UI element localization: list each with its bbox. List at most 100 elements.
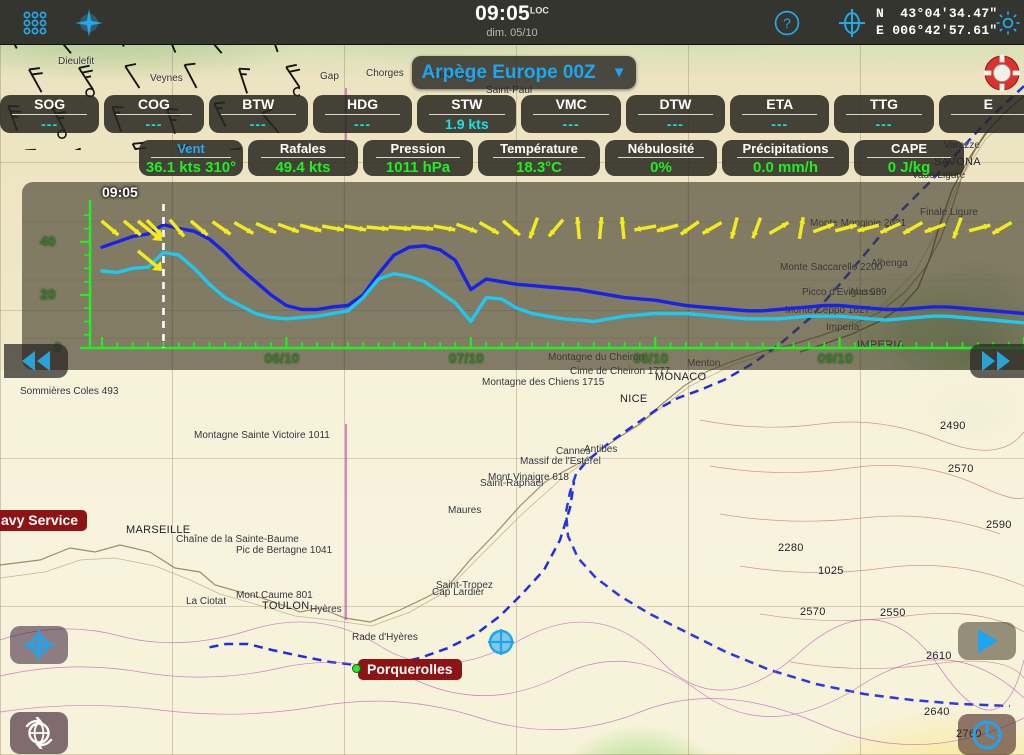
nav-cell-stw[interactable]: STW 1.9 kts	[417, 95, 517, 133]
nav-cell-label: COG	[138, 96, 170, 112]
nav-cell-label: TTG	[870, 96, 899, 112]
gear-settings-icon[interactable]	[992, 0, 1024, 45]
map-label: Saint-Paul	[486, 85, 533, 96]
map-label: 2590	[986, 519, 1012, 531]
chevron-down-icon: ▼	[611, 64, 627, 81]
nav-cell-sog[interactable]: SOG ---	[0, 95, 100, 133]
nav-cell-btw[interactable]: BTW ---	[208, 95, 308, 133]
nav-cell-ttg[interactable]: TTG ---	[834, 95, 934, 133]
nav-cell-label: DTW	[659, 96, 692, 112]
crosshair-center-icon	[24, 630, 54, 660]
cell-divider	[867, 157, 951, 158]
cell-divider	[376, 157, 460, 158]
map-label: Gap	[320, 71, 339, 82]
weather-cell-value: 1011 hPa	[385, 159, 451, 176]
weather-cell-vent[interactable]: Vent 36.1 kts 310°	[139, 140, 243, 176]
cell-divider	[429, 114, 505, 115]
nav-cell-value: ---	[666, 116, 684, 132]
nav-cell-value: ---	[354, 116, 372, 132]
navigation-data-strip: SOG --- COG --- BTW --- HDG --- STW 1.9 kts VMC ---…	[0, 95, 1024, 133]
weather-cell-label: Rafales	[279, 141, 327, 156]
time-settings-button[interactable]	[958, 714, 1016, 755]
map-label: Cime de Cheiron 1777	[570, 366, 671, 377]
weather-cell-rafales[interactable]: Rafales 49.4 kts	[248, 140, 358, 176]
map-label: Cannes	[556, 446, 591, 457]
cell-divider	[116, 114, 192, 115]
weather-cell-value: 49.4 kts	[275, 159, 331, 176]
map-label: Chaîne de la Sainte-Baume	[176, 534, 299, 545]
clock-time-zone: LOC	[529, 5, 549, 16]
map-label: 2280	[778, 542, 804, 554]
play-triangle-icon	[978, 629, 998, 653]
grid-dots-icon[interactable]	[14, 0, 56, 45]
porquerolles-label: Porquerolles	[358, 659, 462, 680]
map-label: Pic de Bertagne 1041	[236, 545, 333, 556]
map-label: Cap Lardier	[432, 587, 485, 598]
chart-plot-area	[22, 182, 1024, 370]
nav-cell-value: ---	[875, 116, 893, 132]
map-label: NICE	[620, 393, 648, 405]
weather-cell-temp-rature[interactable]: Température 18.3°C	[478, 140, 600, 176]
rotate-globe-button[interactable]	[10, 712, 68, 754]
center-on-position-button[interactable]	[10, 626, 68, 664]
map-wind-field-overlay-left	[0, 440, 180, 755]
weather-cell-label: Nébulosité	[627, 141, 695, 156]
weather-cell-value: 36.1 kts 310°	[145, 159, 237, 176]
nav-cell-vmc[interactable]: VMC ---	[521, 95, 621, 133]
map-label: Sommières Coles 493	[20, 386, 119, 397]
weather-cell-value: 0 J/kg	[887, 159, 931, 176]
cell-divider	[737, 157, 834, 158]
nav-cell-e[interactable]: E	[938, 95, 1024, 133]
cell-divider	[324, 114, 401, 115]
weather-cell-pr-cipitations[interactable]: Précipitations 0.0 mm/h	[722, 140, 849, 176]
nav-cell-value: ---	[249, 116, 267, 132]
map-label: 2550	[880, 607, 906, 619]
nav-cell-cog[interactable]: COG ---	[104, 95, 204, 133]
nav-cell-label: VMC	[555, 96, 587, 112]
weather-cell-label: Vent	[177, 141, 205, 156]
nav-cell-label: SOG	[34, 96, 66, 112]
nav-cell-label: STW	[451, 96, 483, 112]
clock-date: dim. 05/10	[486, 27, 538, 39]
weather-model-dropdown[interactable]: Arpège Europe 00Z ▼	[412, 56, 636, 89]
nav-cell-label: BTW	[242, 96, 275, 112]
weather-cell-cape[interactable]: CAPE 0 J/kg	[854, 140, 964, 176]
nav-cell-value: 1.9 kts	[445, 116, 489, 132]
lifebuoy-icon[interactable]	[981, 52, 1023, 94]
help-circle-icon[interactable]: ?	[766, 0, 808, 45]
nav-cell-dtw[interactable]: DTW ---	[625, 95, 726, 133]
cell-divider	[220, 114, 296, 115]
svg-text:?: ?	[783, 15, 791, 31]
weather-cell-label: Pression	[390, 141, 446, 156]
chart-cursor-time-label: 09:05	[102, 184, 138, 200]
nav-cell-eta[interactable]: ETA ---	[730, 95, 830, 133]
weather-cell-value: 0.0 mm/h	[752, 159, 819, 176]
forward-double-right-icon	[982, 351, 1010, 371]
top-bar: 09:05LOC dim. 05/10 ? N 43°04'34.47" E 0…	[0, 0, 1024, 45]
map-label: Veynes	[150, 73, 183, 84]
weather-cell-n-bulosit-[interactable]: Nébulosité 0%	[605, 140, 717, 176]
wind-timeline-chart[interactable]	[22, 182, 1024, 370]
weather-cell-value: 18.3°C	[515, 159, 563, 176]
weather-cell-pression[interactable]: Pression 1011 hPa	[363, 140, 473, 176]
weather-cell-value: 0%	[650, 159, 672, 176]
cell-divider	[950, 114, 1024, 115]
waypoint-dot[interactable]	[352, 664, 361, 673]
weather-model-name: Arpège Europe 00Z	[421, 61, 596, 83]
cell-divider	[637, 114, 714, 115]
map-label: Montagne Sainte Victoire 1011	[194, 430, 330, 441]
map-label: Saint-Tropez	[436, 580, 493, 591]
chart-forward-button[interactable]	[970, 344, 1024, 378]
nav-cell-hdg[interactable]: HDG ---	[312, 95, 413, 133]
clock-time: 09:05	[475, 2, 530, 25]
map-cursor-crosshair-icon[interactable]	[487, 628, 515, 656]
compass-star-icon[interactable]	[68, 0, 110, 45]
nav-cell-label: HDG	[346, 96, 379, 112]
crosshair-target-icon[interactable]	[834, 0, 870, 45]
cell-divider	[742, 114, 818, 115]
animation-play-button[interactable]	[958, 622, 1016, 660]
map-label: 2610	[926, 650, 952, 662]
cell-divider	[533, 114, 609, 115]
chart-rewind-button[interactable]	[4, 344, 68, 378]
map-label: Maures	[448, 505, 482, 516]
